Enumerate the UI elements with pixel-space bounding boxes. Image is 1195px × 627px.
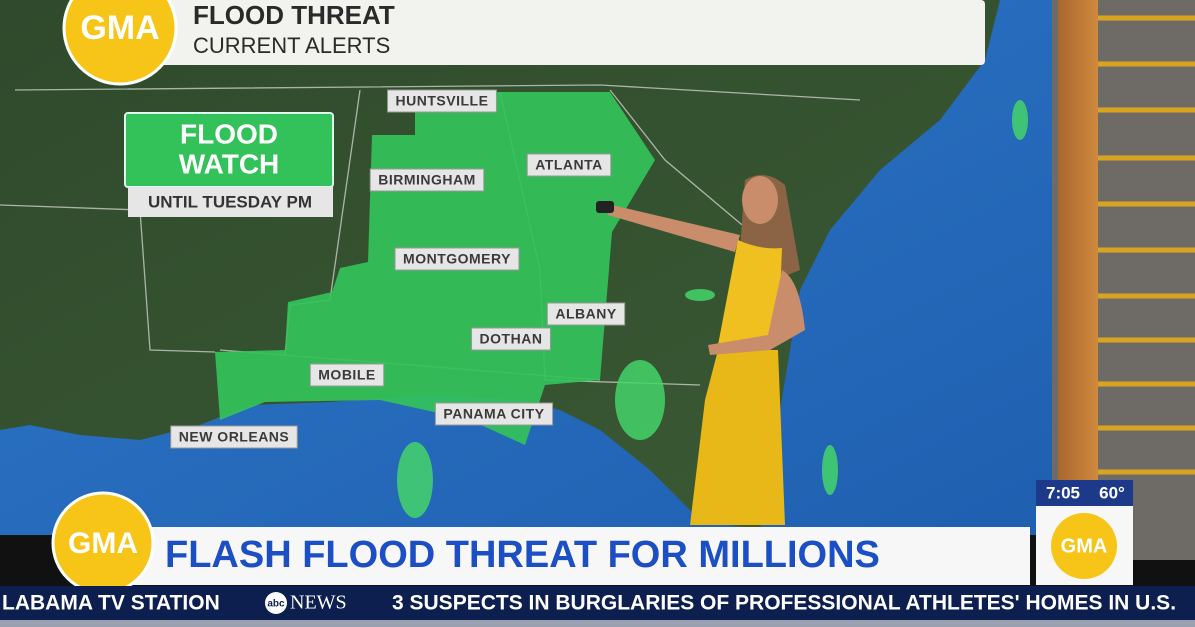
radar (397, 100, 1028, 518)
header-bar (120, 0, 985, 65)
alert-until-bg (128, 187, 333, 217)
map-label-bg (394, 247, 520, 271)
clock-logo: GMA (1061, 535, 1108, 557)
ticker-bar (0, 586, 1195, 620)
headline: FLASH FLOOD THREAT FOR MILLIONS (165, 534, 880, 576)
ticker-left: LABAMA TV STATION (2, 592, 220, 615)
map-label-bg (309, 363, 385, 387)
clock-temp: 60° (1099, 483, 1125, 502)
map-label-bg (387, 89, 497, 113)
map-label-bg (546, 302, 626, 326)
clock-time: 7:05 (1046, 483, 1080, 502)
clock-logo-circle (1051, 513, 1117, 579)
network: NEWS (290, 592, 347, 614)
alert-until: UNTIL TUESDAY PM (148, 192, 312, 211)
lower-logo: GMA (68, 527, 138, 560)
ticker-right: 3 SUSPECTS IN BURGLARIES OF PROFESSIONAL… (392, 592, 1176, 615)
header-subtitle: CURRENT ALERTS (193, 33, 390, 58)
map-label-bg (526, 153, 612, 177)
shelves (1098, 15, 1195, 475)
map-label: DOTHAN (480, 331, 543, 347)
map-label: PANAMA CITY (443, 406, 544, 422)
header-title: FLOOD THREAT (193, 0, 395, 30)
alert-line: WATCH (179, 148, 280, 179)
map-label: ALBANY (555, 306, 616, 322)
network-badge-circle (265, 592, 287, 614)
wood-pillar (1058, 0, 1098, 560)
map-label-bg (170, 425, 298, 449)
header-logo: GMA (80, 9, 159, 47)
map-label: BIRMINGHAM (378, 172, 476, 188)
map-label-bg (471, 327, 551, 351)
ticker-edge (0, 620, 1195, 627)
map-label: HUNTSVILLE (396, 93, 489, 109)
map-label: ATLANTA (535, 157, 603, 173)
header-logo-circle (62, 0, 178, 86)
map-label: MOBILE (318, 367, 375, 383)
map-labels: HUNTSVILLE ATLANTA BIRMINGHAM MONTGOMERY ALB… (170, 89, 626, 449)
map-label-bg (434, 402, 554, 426)
lower-third-bar (100, 527, 1030, 585)
map-label: MONTGOMERY (403, 251, 511, 267)
network-badge: abc (267, 599, 285, 610)
clock-bar (1036, 480, 1133, 506)
presenter (596, 175, 805, 525)
map-label-bg (369, 168, 485, 192)
alert-line: FLOOD (180, 118, 278, 149)
map-label: NEW ORLEANS (179, 429, 290, 445)
